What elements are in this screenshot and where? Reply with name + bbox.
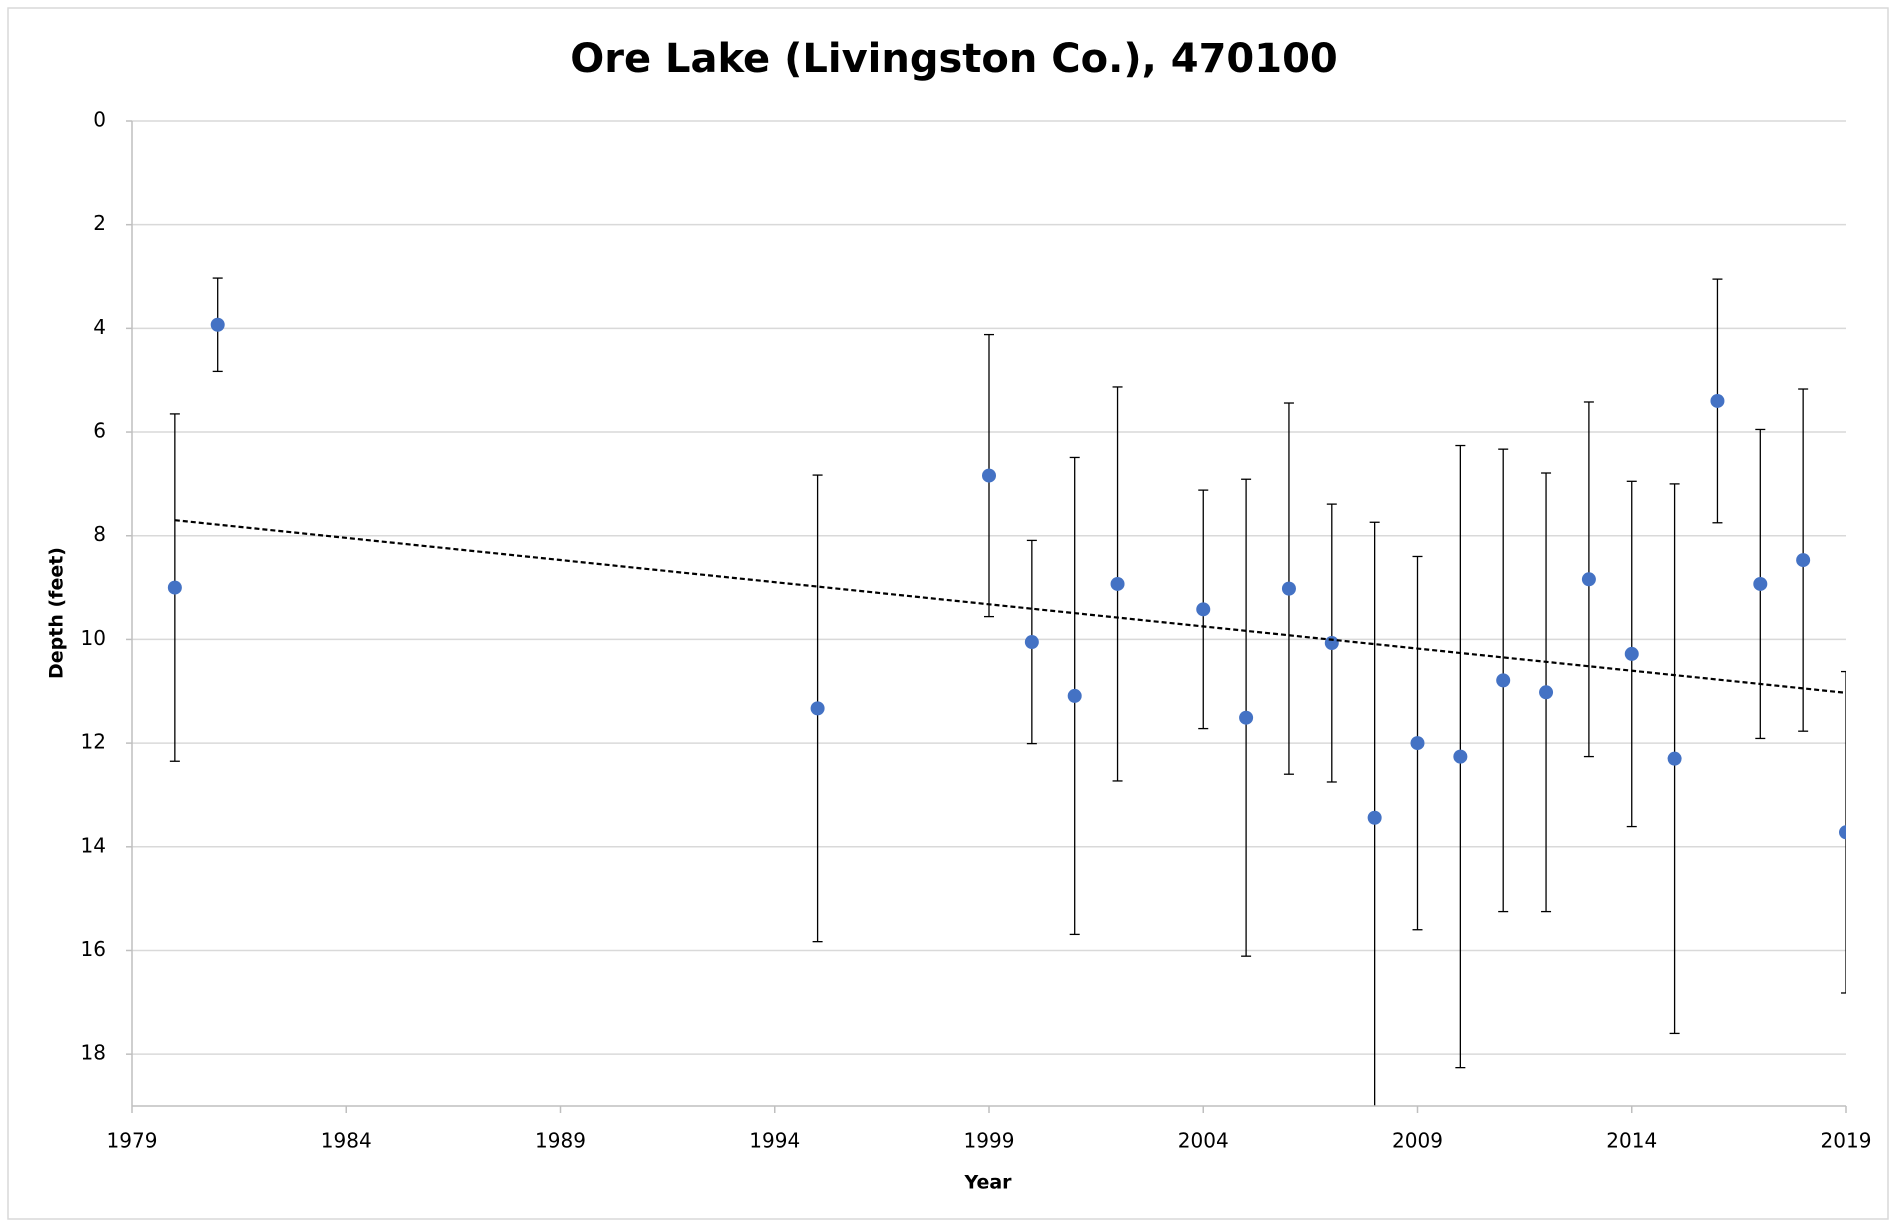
data-point [1667, 751, 1682, 766]
axes: 0 2 4 6 8 10 12 14 16 18 1979 1984 1989 1994 1999 2004 2… [81, 108, 1872, 1153]
data-point [1496, 673, 1511, 688]
x-tick-label: 2019 [1821, 1129, 1872, 1153]
data-point [1281, 581, 1296, 596]
data-point [1367, 810, 1382, 825]
plot-area [167, 277, 1846, 1106]
x-tick-label: 1989 [535, 1129, 586, 1153]
data-point [1710, 393, 1725, 408]
data-point [1196, 602, 1211, 617]
y-tick-label: 16 [81, 937, 106, 961]
y-tick-label: 2 [93, 211, 106, 235]
data-point [1239, 710, 1254, 725]
data-point [982, 468, 996, 483]
y-tick-label: 0 [93, 108, 106, 132]
data-point [210, 317, 225, 332]
error-bar [1841, 670, 1846, 994]
x-tick-label: 1999 [964, 1129, 1015, 1153]
y-tick-label: 10 [81, 626, 106, 650]
y-tick-label: 4 [93, 315, 106, 339]
y-tick-label: 12 [81, 730, 106, 754]
data-point [1539, 685, 1554, 700]
data-point [810, 701, 825, 716]
chart-border [7, 7, 1889, 1220]
y-tick-label: 6 [93, 419, 106, 443]
data-point [1753, 576, 1768, 591]
x-tick-label: 1984 [321, 1129, 372, 1153]
x-tick-label: 1994 [749, 1129, 800, 1153]
data-point [1453, 749, 1468, 764]
data-point [1067, 688, 1082, 703]
x-tick-label: 1979 [107, 1129, 158, 1153]
data-point [1796, 553, 1811, 568]
y-tick-label: 14 [81, 833, 106, 857]
data-point [1410, 736, 1425, 751]
data-point [1024, 635, 1039, 650]
x-tick-label: 2014 [1606, 1129, 1657, 1153]
data-point [1110, 576, 1125, 591]
x-axis-title: Year [963, 1172, 1012, 1194]
data-point [1581, 572, 1596, 587]
y-tick-label: 18 [81, 1041, 106, 1065]
chart-title: Ore Lake (Livingston Co.), 470100 [570, 36, 1337, 82]
y-tick-label: 8 [93, 522, 106, 546]
data-point [1839, 825, 1846, 840]
data-point [1324, 636, 1339, 651]
data-point [167, 580, 182, 595]
x-tick-label: 2009 [1392, 1129, 1443, 1153]
x-tick-label: 2004 [1178, 1129, 1229, 1153]
y-axis-title: Depth (feet) [46, 547, 68, 679]
data-point [1624, 646, 1639, 661]
trendline [174, 519, 1846, 694]
